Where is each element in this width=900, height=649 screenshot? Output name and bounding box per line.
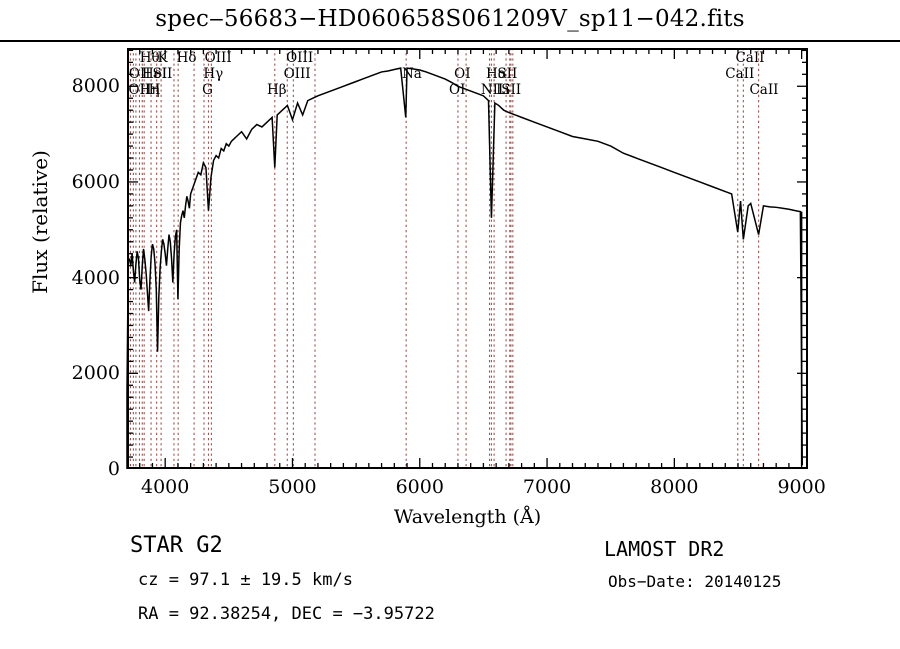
object-class-and-type: STAR G2 (130, 533, 223, 558)
line-id-label: CaII (735, 50, 765, 66)
survey-name: LAMOST DR2 (604, 537, 725, 561)
y-tick-label: 6000 (71, 170, 120, 193)
line-id-label: Hδ (176, 50, 197, 66)
line-id-label: OII (128, 66, 151, 82)
line-id-label: OIII (283, 66, 311, 82)
line-id-label: Hβ (267, 82, 287, 98)
line-id-label: CaII (749, 82, 779, 98)
line-id-label: NII (480, 82, 504, 98)
line-id-label: K (157, 50, 168, 66)
x-tick-label: 8000 (650, 476, 699, 498)
observation-date: Obs−Date: 20140125 (608, 572, 782, 591)
line-id-label: G (202, 82, 213, 98)
line-id-label: Li (496, 82, 510, 98)
line-id-label: SII (497, 66, 518, 82)
line-id-label: SII (152, 66, 173, 82)
line-id-label: OIII (204, 50, 232, 66)
line-id-label: OI (454, 66, 471, 82)
line-id-label: CaII (725, 66, 755, 82)
redshift-velocity: cz = 97.1 ± 19.5 km/s (138, 570, 353, 590)
x-axis-tick-labels: 4000 5000 6000 7000 8000 9000 (127, 474, 826, 504)
y-axis-tick-labels: 0 2000 4000 6000 8000 (0, 48, 120, 480)
x-tick-label: 5000 (268, 476, 317, 498)
y-tick-label: 4000 (71, 266, 120, 289)
line-id-label: Na (401, 66, 422, 82)
line-id-label: SII (501, 82, 522, 98)
line-id-label: OII (128, 82, 151, 98)
line-id-label: OIII (286, 50, 314, 66)
line-id-label: Hη (139, 82, 160, 98)
line-id-label: H (148, 82, 161, 98)
y-tick-label: 0 (107, 458, 120, 480)
y-tick-label: 2000 (71, 362, 120, 385)
coordinates: RA = 92.38254, DEC = −3.95722 (138, 604, 435, 624)
line-id-label: HeI (142, 66, 168, 82)
plot-frame (127, 48, 808, 469)
x-tick-label: 6000 (395, 476, 444, 498)
x-tick-label: 9000 (777, 476, 826, 498)
x-axis-title: Wavelength (Å) (393, 506, 542, 528)
line-id-label: Hθ (139, 50, 160, 66)
line-id-label: Hα (485, 66, 507, 82)
x-tick-label: 4000 (140, 476, 190, 498)
line-id-label: Hγ (203, 66, 224, 82)
x-tick-label: 7000 (522, 476, 572, 498)
line-id-label: OI (449, 82, 466, 98)
figure-title: spec‒56683−HD060658S061209V_sp11−042.fit… (155, 6, 745, 32)
y-axis-title: Flux (relative) (28, 150, 52, 294)
title-divider (0, 40, 900, 42)
y-tick-label: 8000 (71, 75, 120, 98)
plot-area: Hθ K Hδ OIII OIII CaII OII HeI SII Hγ OIII Na OI Hα SI… (126, 48, 808, 469)
